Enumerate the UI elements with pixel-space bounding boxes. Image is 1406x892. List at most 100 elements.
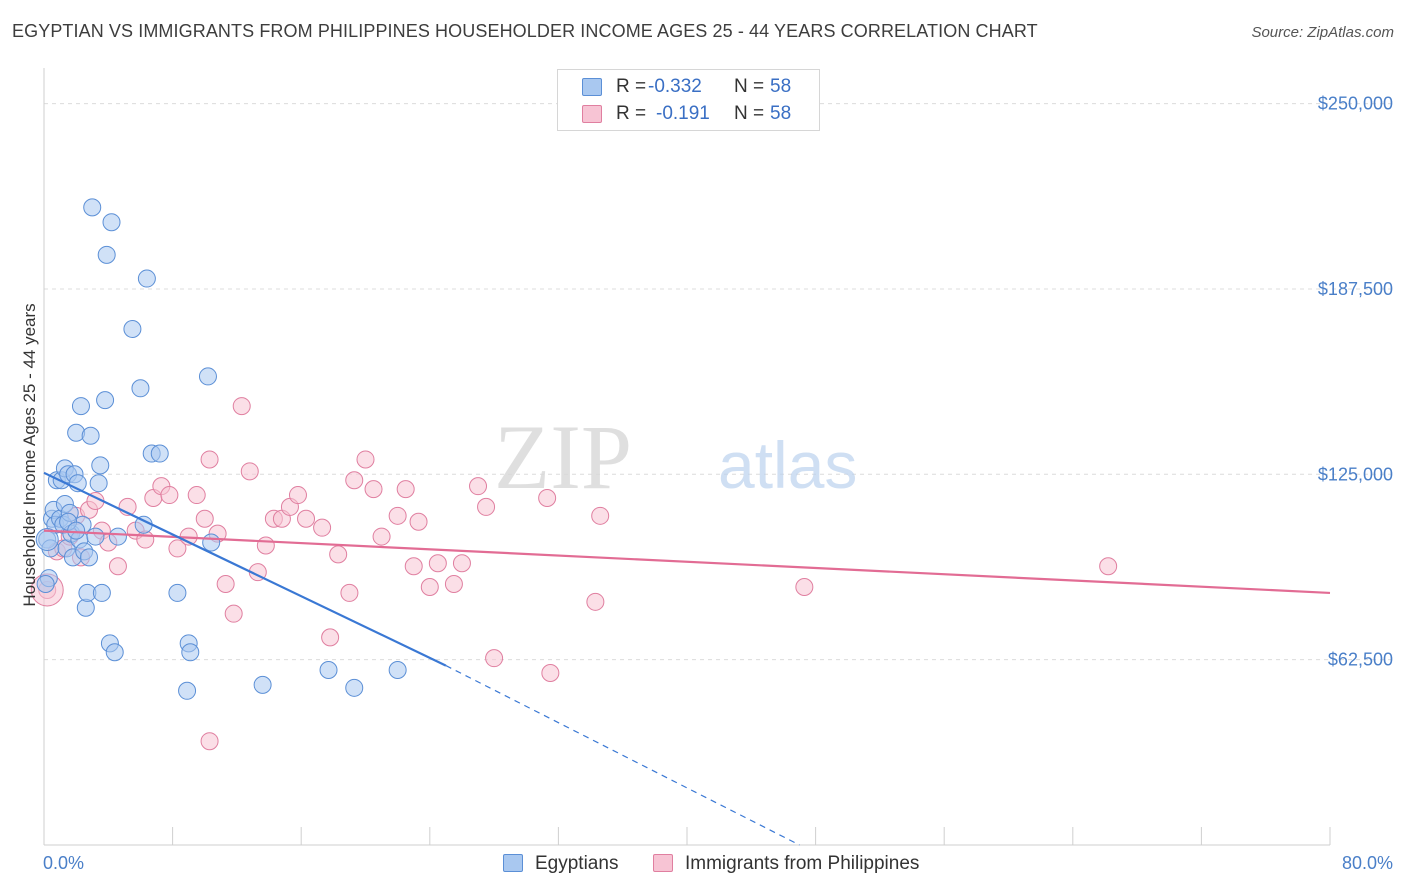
philippines-point: [586, 592, 605, 611]
legend-n-value: 58: [770, 103, 792, 124]
x-tick-min: 0.0%: [43, 853, 84, 873]
egyptians-point: [105, 643, 124, 662]
bottom-legend-label-philippines: Immigrants from Philippines: [685, 853, 920, 874]
egyptians-point: [108, 527, 127, 546]
egyptians-point: [131, 379, 150, 398]
philippines-point: [216, 575, 235, 594]
egyptians-point: [150, 444, 169, 463]
egyptians-point: [83, 198, 102, 217]
legend-r-label: R =: [616, 103, 647, 124]
legend-n-label: N =: [734, 76, 765, 97]
philippines-point: [1099, 557, 1118, 576]
philippines-point: [136, 530, 155, 549]
philippines-point: [591, 506, 610, 525]
trend-lines: [43, 471, 1331, 846]
philippines-point: [409, 512, 428, 531]
philippines-point: [232, 397, 251, 416]
legend-r-label: R =: [616, 76, 647, 97]
philippines-point: [200, 450, 219, 469]
bottom-legend-swatch-philippines: [653, 854, 673, 872]
philippines-point: [538, 489, 557, 508]
egyptians-point: [202, 533, 221, 552]
philippines-point: [541, 663, 560, 682]
egyptians-point: [137, 269, 156, 288]
philippines-point: [329, 545, 348, 564]
axes: [43, 68, 1331, 846]
philippines-point: [452, 554, 471, 573]
series-egyptians-points: [35, 198, 407, 700]
y-tick-label: $250,000: [1318, 94, 1393, 114]
y-tick-label: $125,000: [1318, 464, 1393, 484]
legend-row-egyptians: R = -0.332 N = 58: [558, 74, 819, 100]
egyptians-point: [81, 426, 100, 445]
egyptians-point: [86, 527, 105, 546]
philippines-point: [187, 486, 206, 505]
philippines-point: [485, 649, 504, 668]
egyptians-point: [80, 548, 99, 567]
egyptians-point: [319, 661, 338, 680]
egyptians-point: [181, 643, 200, 662]
philippines-point: [388, 506, 407, 525]
watermark-atlas: atlas: [718, 428, 857, 502]
philippines-point: [160, 486, 179, 505]
grid-lines: [44, 103, 1395, 661]
philippines-point: [364, 480, 383, 499]
philippines-point: [396, 480, 415, 499]
philippines-point: [372, 527, 391, 546]
philippines-point: [477, 497, 496, 516]
bottom-legend-label-egyptians: Egyptians: [535, 853, 619, 874]
egyptians-point: [67, 423, 86, 442]
egyptians-point: [253, 675, 272, 694]
philippines-point: [795, 577, 814, 596]
philippines-point: [195, 509, 214, 528]
philippines-point: [444, 575, 463, 594]
trend-line-egyptians-extension: [445, 665, 800, 846]
philippines-point: [168, 539, 187, 558]
philippines-point: [420, 577, 439, 596]
egyptians-point: [89, 474, 108, 493]
philippines-point: [469, 477, 488, 496]
y-tick-label: $62,500: [1328, 650, 1393, 670]
watermark-zip: ZIP: [494, 406, 632, 508]
egyptians-point: [345, 678, 364, 697]
philippines-point: [240, 462, 259, 481]
legend-row-philippines: R = -0.191 N = 58: [558, 101, 819, 127]
legend-swatch-philippines: [582, 105, 602, 123]
chart-title: EGYPTIAN VS IMMIGRANTS FROM PHILIPPINES …: [12, 21, 1038, 41]
egyptians-point: [92, 583, 111, 602]
philippines-point: [288, 486, 307, 505]
y-tick-labels: $62,500 $125,000 $187,500 $250,000: [1318, 94, 1393, 670]
bottom-legend-swatch-egyptians: [503, 854, 523, 872]
y-tick-label: $187,500: [1318, 279, 1393, 299]
egyptians-point: [388, 661, 407, 680]
trend-line-egyptians: [43, 471, 447, 667]
legend-n-label: N =: [734, 103, 765, 124]
philippines-point: [321, 628, 340, 647]
philippines-point: [313, 518, 332, 537]
egyptians-point: [91, 456, 110, 475]
philippines-point: [200, 732, 219, 751]
egyptians-point: [35, 528, 59, 552]
philippines-point: [356, 450, 375, 469]
egyptians-point: [123, 319, 142, 338]
philippines-point: [256, 536, 275, 555]
egyptians-point: [168, 583, 187, 602]
egyptians-point: [67, 521, 86, 540]
philippines-point: [345, 471, 364, 490]
trend-line-philippines: [43, 529, 1331, 595]
egyptians-point: [96, 391, 115, 410]
legend-n-value: 58: [770, 76, 792, 97]
legend-swatch-egyptians: [582, 78, 602, 96]
egyptians-point: [198, 367, 217, 386]
source-label: Source: ZipAtlas.com: [1251, 24, 1394, 41]
egyptians-point: [178, 681, 197, 700]
philippines-point: [428, 554, 447, 573]
egyptians-point: [71, 397, 90, 416]
correlation-legend: R = -0.332 N = 58 R = -0.191 N = 58: [557, 69, 820, 131]
philippines-point: [108, 557, 127, 576]
philippines-point: [224, 604, 243, 623]
x-tick-max: 80.0%: [1342, 853, 1393, 873]
legend-r-value: -0.332: [648, 76, 702, 97]
legend-r-value: -0.191: [656, 103, 710, 124]
